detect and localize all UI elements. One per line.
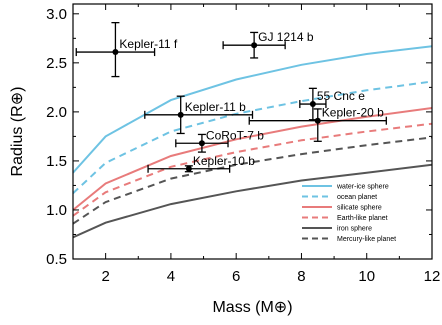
- curve-water-ice-sphere: [73, 45, 432, 174]
- x-tick-label-2: 2: [101, 268, 109, 285]
- y-tick-label-1: 1.0: [46, 202, 67, 219]
- planet-points: Kepler-11 f GJ 1214 b 55 Cnc e Kepler-11 b K…: [75, 21, 387, 173]
- legend-label-iron-sphere: iron sphere: [337, 226, 372, 233]
- x-tick-label-12: 12: [424, 268, 441, 285]
- x-tick-label-4: 4: [167, 268, 175, 285]
- legend: water-ice sphere ocean planet silicate sph…: [302, 184, 396, 243]
- point-label-kepler-10-b: Kepler-10 b: [193, 154, 255, 168]
- x-tick-label-8: 8: [297, 268, 305, 285]
- y-tick-label-2: 2.0: [46, 104, 67, 121]
- y-tick-label-1.5: 1.5: [46, 153, 67, 170]
- legend-label-water-ice-sphere: water-ice sphere: [336, 184, 389, 191]
- curve-earth-like-planet: [73, 122, 432, 217]
- y-tick-label-2.5: 2.5: [46, 55, 67, 72]
- curve-mercury-like-planet: [73, 136, 432, 225]
- point-label-kepler-11-b: Kepler-11 b: [185, 100, 246, 114]
- model-curves: [73, 45, 432, 239]
- curve-ocean-planet: [73, 80, 432, 195]
- point-kepler-11-b: [177, 111, 184, 118]
- x-tick-label-6: 6: [232, 268, 240, 285]
- point-label-kepler-20-b: Kepler-20 b: [322, 106, 384, 120]
- y-tick-label-0.5: 0.5: [46, 251, 67, 268]
- plot-frame: [72, 3, 433, 260]
- axes: 2 4 6 8 10 12 0.5 1.0 1.5 2.0 2.5 3.0: [46, 3, 441, 285]
- point-kepler-20-b: [314, 117, 321, 124]
- point-kepler-10-b: [185, 165, 192, 172]
- curve-iron-sphere: [73, 163, 432, 239]
- x-tick-label-10: 10: [358, 268, 375, 285]
- curve-silicate-sphere: [73, 107, 432, 211]
- y-axis-label: Radius (R⊕): [9, 87, 26, 177]
- point-gj-1214-b: [251, 42, 258, 49]
- legend-label-earth-like-planet: Earth-like planet: [337, 215, 388, 222]
- point-kepler-11-f: [112, 49, 119, 56]
- point-55-cnc-e: [309, 101, 316, 108]
- legend-label-mercury-like-planet: Mercury-like planet: [337, 236, 396, 243]
- x-axis-label: Mass (M⊕): [212, 299, 292, 316]
- legend-label-silicate-sphere: silicate sphere: [337, 205, 382, 212]
- point-corot-7-b: [198, 140, 205, 147]
- point-label-55-cnc-e: 55 Cnc e: [317, 89, 365, 103]
- point-label-corot-7-b: CoRoT-7 b: [206, 128, 264, 142]
- y-tick-label-3: 3.0: [46, 6, 67, 23]
- point-label-kepler-11-f: Kepler-11 f: [119, 37, 177, 51]
- legend-label-ocean-planet: ocean planet: [337, 194, 377, 201]
- point-label-gj-1214-b: GJ 1214 b: [258, 30, 314, 44]
